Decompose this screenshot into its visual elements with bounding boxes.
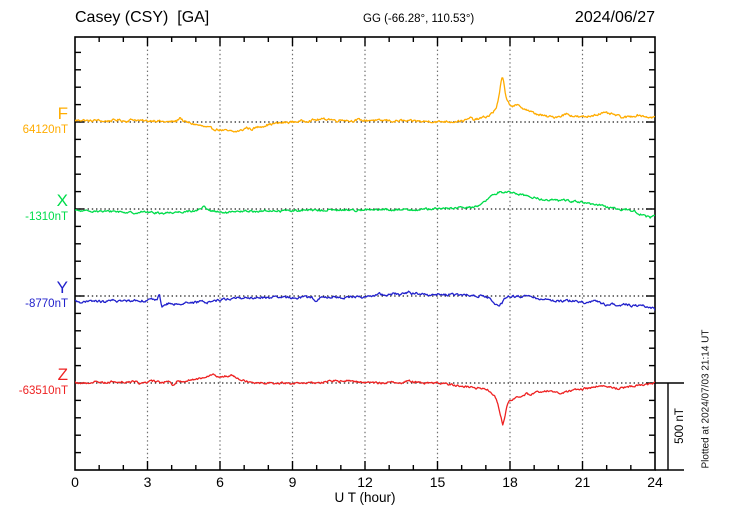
x-axis-title: U T (hour) xyxy=(334,490,396,505)
x-tick-label-24: 24 xyxy=(647,474,663,490)
trace-Z xyxy=(75,373,655,426)
trace-letter-X: X xyxy=(56,191,68,210)
traces xyxy=(75,77,655,426)
geographic-coords: GG (-66.28°, 110.53°) xyxy=(363,13,475,25)
trace-label-X: X -1310nT xyxy=(0,192,68,224)
x-tick-label-18: 18 xyxy=(502,474,518,490)
x-tick-label-0: 0 xyxy=(71,474,79,490)
x-tick-label-3: 3 xyxy=(143,474,152,490)
trace-baseline-value-F: 64120nT xyxy=(22,124,68,136)
trace-X xyxy=(75,190,655,219)
scale-bar-label: 500 nT xyxy=(674,408,686,444)
trace-letter-Y: Y xyxy=(56,278,68,297)
plot-date: 2024/06/27 xyxy=(574,9,655,26)
plot-frame xyxy=(74,36,656,471)
trace-Y xyxy=(75,290,655,311)
grid-vertical xyxy=(146,37,584,470)
trace-label-Y: Y -8770nT xyxy=(0,279,68,311)
hour-ticks xyxy=(98,37,632,470)
x-tick-label-12: 12 xyxy=(357,474,373,490)
x-tick-label-15: 15 xyxy=(429,474,446,490)
x-tick-label-6: 6 xyxy=(216,474,224,490)
trace-letter-F: F xyxy=(57,104,68,123)
x-tick-label-21: 21 xyxy=(574,474,591,490)
scale-bar xyxy=(655,382,684,471)
x-tick-label-9: 9 xyxy=(288,474,297,490)
trace-F xyxy=(75,77,655,133)
trace-baseline-value-X: -1310nT xyxy=(25,211,68,223)
trace-label-Z: Z -63510nT xyxy=(0,366,68,398)
trace-baseline-value-Z: -63510nT xyxy=(18,385,68,397)
trace-label-F: F 64120nT xyxy=(0,105,68,137)
station-title: Casey (CSY) [GA] xyxy=(75,9,210,26)
trace-baseline-value-Y: -8770nT xyxy=(25,298,68,310)
plotted-at-note: Plotted at 2024/07/03 21:14 UT xyxy=(700,329,712,469)
trace-letter-Z: Z xyxy=(57,365,68,384)
